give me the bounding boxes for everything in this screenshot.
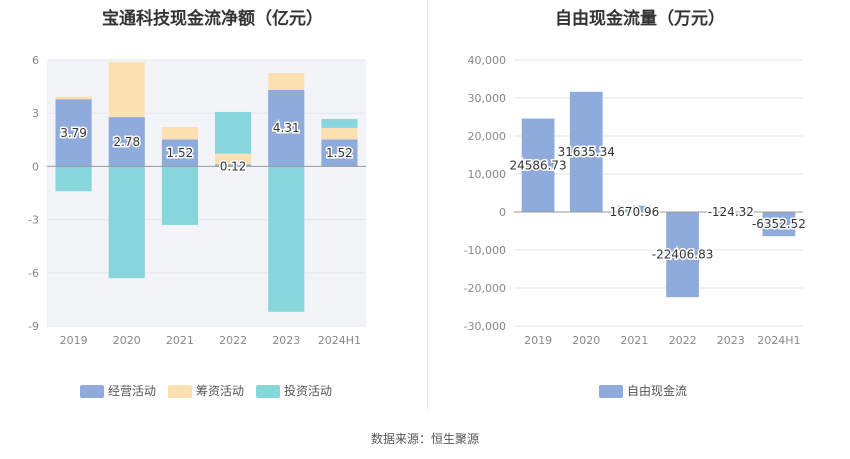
left-x-tick-label: 2020 <box>113 334 141 347</box>
left-legend: 经营活动 筹资活动 投资活动 <box>80 382 344 399</box>
left-bar-筹资活动 <box>321 127 358 140</box>
left-legend-swatch <box>256 385 281 398</box>
left-bar-经营活动 <box>55 99 92 167</box>
left-data-label: 0.12 <box>220 159 247 173</box>
left-plot-area <box>47 60 366 326</box>
left-legend-label: 投资活动 <box>284 384 333 398</box>
data-source-note: 数据来源：恒生聚源 <box>370 432 479 446</box>
left-bar-投资活动 <box>215 111 252 154</box>
right-bar-自由现金流 <box>666 212 699 298</box>
left-x-tick-label: 2022 <box>219 334 247 347</box>
left-bar-投资活动 <box>268 166 305 312</box>
left-bar-投资活动 <box>108 166 145 279</box>
right-legend: 自由现金流 <box>599 382 699 399</box>
left-bar-投资活动 <box>321 119 358 128</box>
right-data-label: 24586.73 <box>509 158 566 172</box>
right-y-tick-label: 30,000 <box>468 92 507 105</box>
left-legend-label: 筹资活动 <box>196 384 245 398</box>
left-legend-label: 经营活动 <box>108 384 157 398</box>
right-data-label: -124.32 <box>708 205 754 219</box>
left-bar-筹资活动 <box>161 127 198 140</box>
right-legend-swatch <box>599 385 623 398</box>
panel-divider <box>427 0 428 410</box>
left-bar-经营活动 <box>268 89 305 167</box>
left-x-tick-label: 2024H1 <box>318 334 361 347</box>
left-data-label: 1.52 <box>167 146 194 160</box>
left-y-tick-label: 3 <box>32 107 39 120</box>
right-y-tick-label: -30,000 <box>464 320 506 333</box>
left-bar-筹资活动 <box>268 73 305 90</box>
right-x-tick-label: 2020 <box>572 334 600 347</box>
left-chart-title: 宝通科技现金流净额（亿元） <box>102 9 323 29</box>
right-bar-自由现金流 <box>521 118 555 212</box>
right-x-tick-label: 2023 <box>717 334 745 347</box>
left-y-tick-label: 0 <box>32 160 39 173</box>
right-data-label: -6352.52 <box>752 217 806 231</box>
right-data-label: 31635.34 <box>558 145 615 159</box>
right-bar-自由现金流 <box>618 205 651 212</box>
right-data-label: 1670.96 <box>610 205 660 219</box>
left-bar-投资活动 <box>55 166 92 192</box>
left-y-tick-label: -9 <box>28 320 39 333</box>
right-x-tick-label: 2022 <box>669 334 697 347</box>
right-y-tick-label: 10,000 <box>468 168 507 181</box>
right-y-tick-label: 20,000 <box>468 130 507 143</box>
right-y-tick-label: 40,000 <box>468 54 507 67</box>
left-bar-筹资活动 <box>215 153 252 165</box>
left-y-tick-label: -6 <box>28 267 39 280</box>
left-bar-筹资活动 <box>108 62 145 118</box>
right-bar-自由现金流 <box>762 212 796 237</box>
right-data-label: -22406.83 <box>652 248 714 262</box>
right-y-tick-label: -20,000 <box>464 282 506 295</box>
left-x-tick-label: 2023 <box>272 334 300 347</box>
right-legend-label: 自由现金流 <box>627 384 688 398</box>
right-x-tick-label: 2019 <box>524 334 552 347</box>
left-data-label: 1.52 <box>326 146 353 160</box>
left-bar-经营活动 <box>215 164 252 167</box>
left-y-tick-label: 6 <box>32 54 39 67</box>
left-legend-swatch <box>80 385 104 398</box>
left-bar-经营活动 <box>321 139 358 167</box>
left-bar-经营活动 <box>161 139 198 167</box>
right-x-tick-label: 2024H1 <box>757 334 800 347</box>
left-data-label: 3.79 <box>60 126 87 140</box>
left-bar-筹资活动 <box>55 96 92 100</box>
right-y-tick-label: -10,000 <box>464 244 506 257</box>
left-legend-item[interactable]: 经营活动 <box>80 382 156 399</box>
right-legend-item[interactable]: 自由现金流 <box>599 382 687 399</box>
right-x-tick-label: 2021 <box>620 334 648 347</box>
left-x-tick-label: 2021 <box>166 334 194 347</box>
left-legend-swatch <box>168 385 193 398</box>
left-y-tick-label: -3 <box>28 214 39 227</box>
left-legend-item[interactable]: 筹资活动 <box>168 382 244 399</box>
left-data-label: 2.78 <box>113 135 140 149</box>
left-data-label: 4.31 <box>273 121 300 135</box>
left-x-tick-label: 2019 <box>60 334 88 347</box>
left-legend-item[interactable]: 投资活动 <box>256 382 332 399</box>
right-bar-自由现金流 <box>569 91 603 212</box>
right-chart-title: 自由现金流量（万元） <box>555 9 725 29</box>
right-y-tick-label: 0 <box>499 206 506 219</box>
left-bar-经营活动 <box>108 117 145 167</box>
left-bar-投资活动 <box>161 166 198 225</box>
